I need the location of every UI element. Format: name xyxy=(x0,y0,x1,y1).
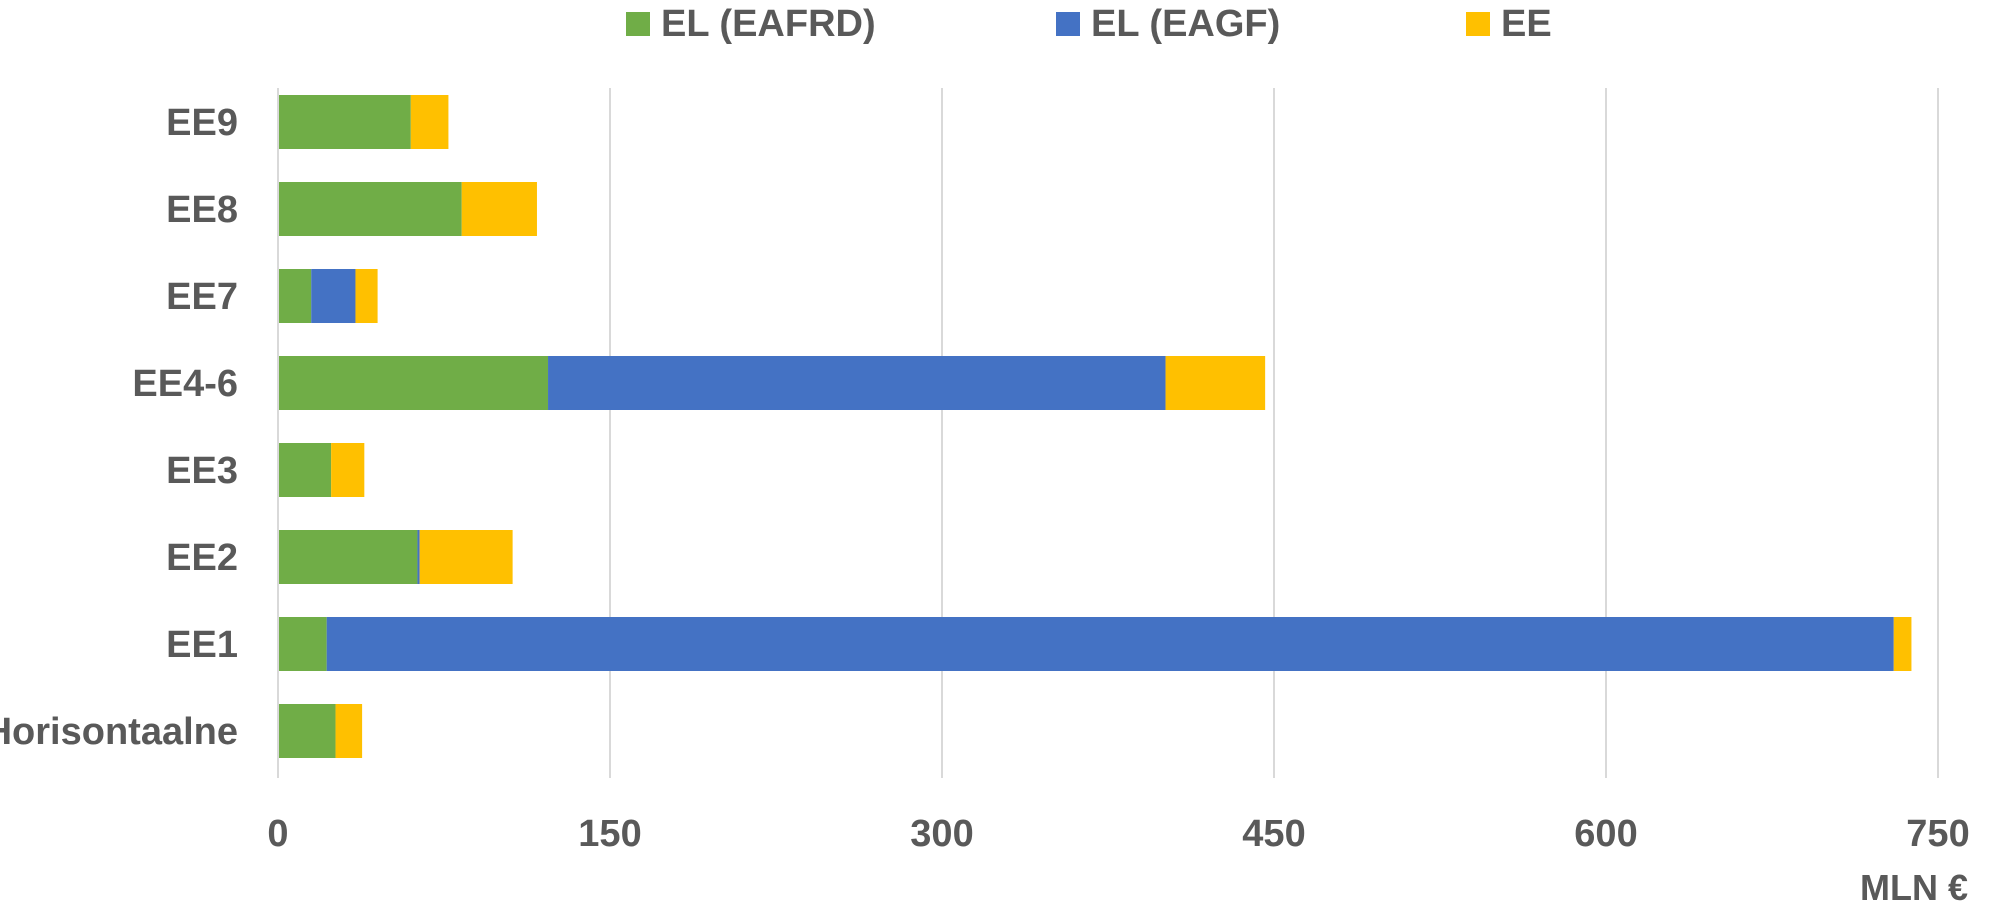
x-tick-label-300: 300 xyxy=(910,813,973,855)
x-tick-label-750: 750 xyxy=(1906,813,1969,855)
bar-ee2-series-1 xyxy=(417,530,420,584)
x-tick-label-150: 150 xyxy=(578,813,641,855)
bar-ee1-series-1 xyxy=(326,617,1894,671)
gridlines xyxy=(609,88,1939,778)
y-category-label-ee9: EE9 xyxy=(166,102,238,144)
legend-label-0: EL (EAFRD) xyxy=(661,3,876,45)
bar-ee8-series-0 xyxy=(278,182,462,236)
y-category-label-ee2: EE2 xyxy=(166,537,238,579)
bar-ee7-series-2 xyxy=(355,269,378,323)
legend-label-1: EL (EAGF) xyxy=(1091,3,1280,45)
x-tick-label-600: 600 xyxy=(1574,813,1637,855)
x-tick-label-450: 450 xyxy=(1242,813,1305,855)
y-category-label-ee1: EE1 xyxy=(166,624,238,666)
y-category-label-ee7: EE7 xyxy=(166,276,238,318)
bar-ee8-series-2 xyxy=(461,182,537,236)
legend-label-2: EE xyxy=(1501,3,1552,45)
y-category-label-ee4-6: EE4-6 xyxy=(132,363,238,405)
bar-ee4-6-series-0 xyxy=(278,356,549,410)
legend-swatch-1 xyxy=(1056,12,1080,36)
bar-ee1-series-0 xyxy=(278,617,327,671)
legend-swatch-2 xyxy=(1466,12,1490,36)
bar-ee3-series-0 xyxy=(278,443,332,497)
bar-ee9-series-0 xyxy=(278,95,411,149)
bar-horisontaalne-series-0 xyxy=(278,704,336,758)
y-category-label-ee8: EE8 xyxy=(166,189,238,231)
bar-ee7-series-0 xyxy=(278,269,312,323)
legend-swatch-0 xyxy=(626,12,650,36)
bars xyxy=(278,95,1912,758)
bar-horisontaalne-series-2 xyxy=(335,704,363,758)
x-axis-label: MLN € xyxy=(1860,867,1968,907)
bar-ee9-series-2 xyxy=(410,95,449,149)
y-category-label-horisontaalne: Horisontaalne xyxy=(0,711,238,753)
bar-ee4-6-series-2 xyxy=(1165,356,1266,410)
legend: EL (EAFRD) EL (EAGF) EE xyxy=(626,3,1552,45)
bar-ee4-6-series-1 xyxy=(548,356,1166,410)
bar-ee2-series-0 xyxy=(278,530,418,584)
bar-ee7-series-1 xyxy=(311,269,356,323)
axes: 0 150 300 450 600 750 EE9 EE8 EE7 EE4-6 EE3 EE2 EE1 H… xyxy=(0,88,1970,855)
x-tick-label-0: 0 xyxy=(267,813,288,855)
y-category-label-ee3: EE3 xyxy=(166,450,238,492)
bar-ee3-series-2 xyxy=(331,443,365,497)
bar-ee1-series-2 xyxy=(1893,617,1912,671)
bar-ee2-series-2 xyxy=(419,530,513,584)
